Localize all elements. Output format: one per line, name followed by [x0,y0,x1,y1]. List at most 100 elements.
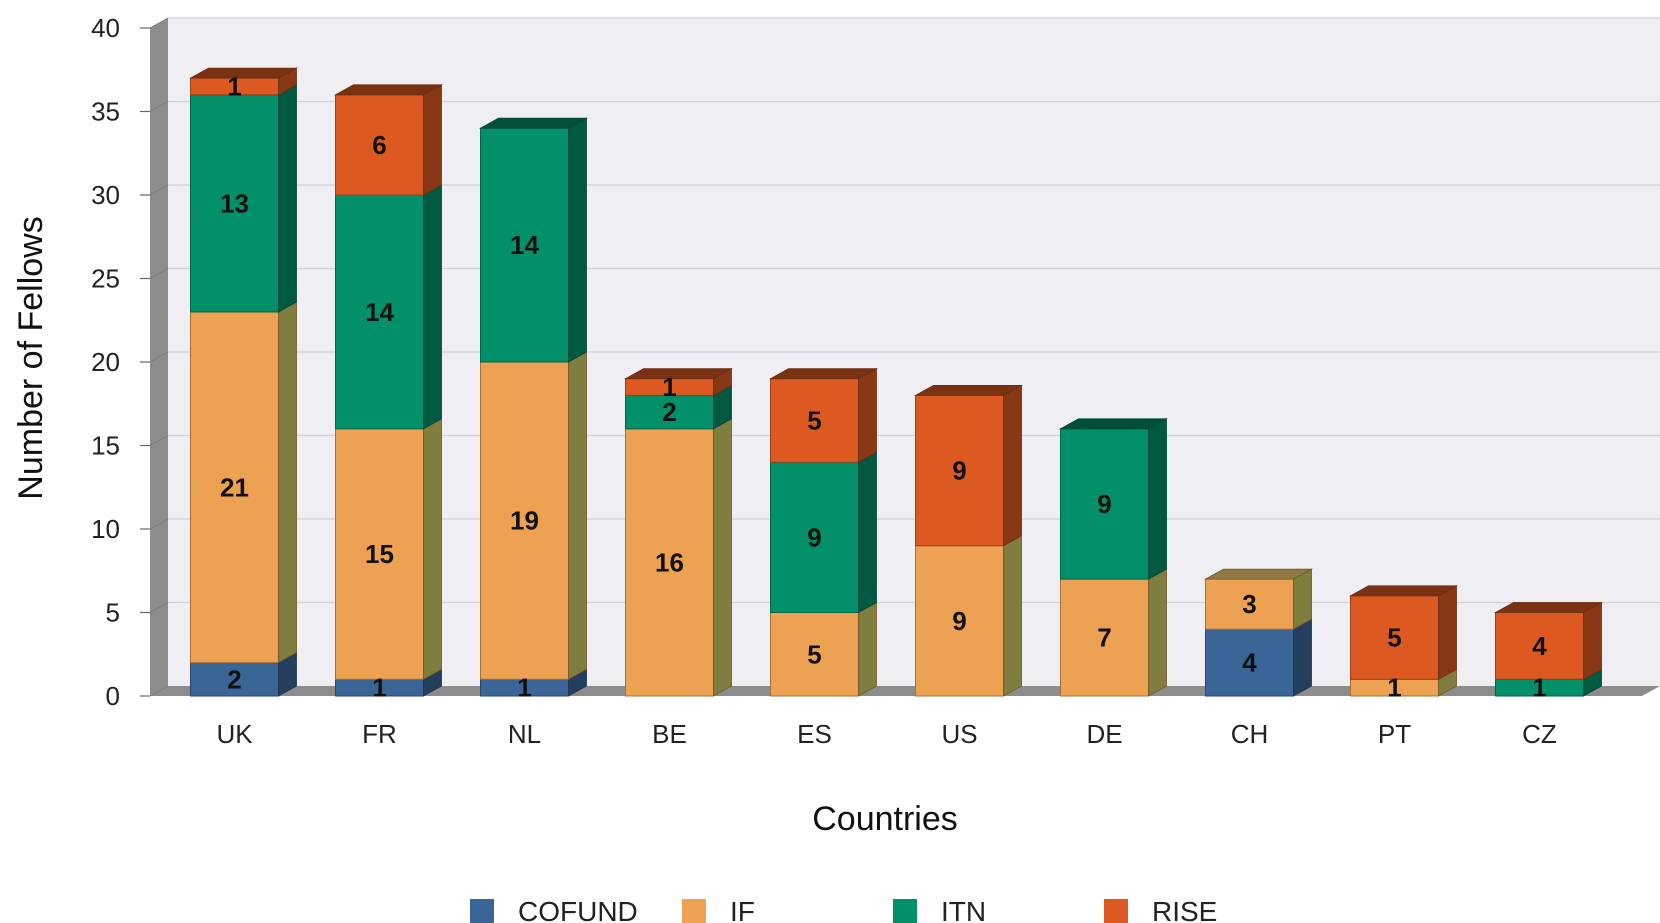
bar-stack-cz [1493,601,1604,697]
x-tick-label-de: DE [1086,719,1122,749]
bar-segment-be-itn [625,394,714,430]
data-label-be-itn: 2 [662,397,676,427]
bar-stack-ch [1203,568,1314,697]
bar-side-fr-itn [423,184,442,430]
y-tick-label: 20 [91,347,120,377]
bar-side-es-itn [858,451,877,614]
bar-segment-es-rise [770,378,859,463]
data-label-nl-itn: 14 [510,230,539,260]
y-tick-label: 10 [91,514,120,544]
bar-side-nl-itn [568,117,587,363]
data-label-de-itn: 9 [1097,489,1111,519]
legend-label-itn: ITN [941,896,986,923]
bar-segment-us-rise [915,394,1004,547]
bar-top-de [1058,418,1169,430]
bar-top-be [623,368,734,380]
wall-gridline [149,685,169,697]
bar-top-cz [1493,602,1604,613]
bar-stack-pt [1348,585,1459,697]
x-tick-label-es: ES [797,719,832,749]
data-label-pt-if: 1 [1387,673,1401,703]
bar-side-fr-if [423,418,442,680]
bar-segment-uk-if [190,311,279,664]
data-label-ch-if: 3 [1242,589,1256,619]
x-tick-label-pt: PT [1378,719,1411,749]
x-axis-title: Countries [812,800,958,838]
bar-side-es-rise [858,368,877,463]
y-tick-label: 5 [106,598,120,628]
data-label-es-itn: 9 [807,522,821,552]
bar-side-ch-if [1293,568,1312,630]
data-label-be-if: 16 [655,547,684,577]
legend-item-cofund: COFUND [470,896,638,923]
data-label-cz-rise: 4 [1532,631,1547,661]
bar-segment-nl-if [480,361,569,680]
legend-item-rise: RISE [1104,896,1217,923]
legend-swatch-if [682,899,706,923]
bar-side-us-if [1003,535,1022,697]
bars [188,67,1604,697]
y-tick-labels: 0 5 10 15 20 25 30 35 40 [91,13,120,711]
x-tick-label-nl: NL [508,719,541,749]
bar-segment-us-if [915,545,1004,697]
wall-gridline [149,351,169,363]
data-label-es-rise: 5 [807,405,821,435]
data-label-uk-rise: 1 [227,71,241,101]
data-label-uk-cofund: 2 [227,664,241,694]
y-tick-label: 35 [91,97,120,127]
bar-segment-uk-itn [190,94,279,313]
x-tick-label-us: US [941,719,977,749]
data-label-fr-rise: 6 [372,130,386,160]
bar-side-cz-rise [1583,601,1602,680]
bar-segment-be-if [625,428,714,697]
bar-segment-fr-if [335,428,424,680]
data-label-ch-cofund: 4 [1242,648,1257,678]
wall-gridline [149,435,169,446]
bar-top-pt [1348,585,1459,597]
data-label-fr-if: 15 [365,539,394,569]
wall-gridline [149,184,169,196]
legend-label-rise: RISE [1152,896,1217,923]
wall-gridline [149,17,169,29]
wall-gridline [149,602,169,613]
data-label-nl-if: 19 [510,506,539,536]
legend: COFUND IF ITN RISE [470,896,1217,923]
bar-top-fr [333,84,444,96]
legend-item-itn: ITN [893,896,986,923]
bar-segment-ch-cofund [1205,628,1294,697]
bar-stack-uk [188,67,299,697]
bar-side-nl-if [568,351,587,680]
bar-segment-de-if [1060,578,1149,697]
bar-top-es [768,368,879,380]
bar-side-us-rise [1003,384,1022,547]
data-label-uk-itn: 13 [220,188,249,218]
y-tick-label: 0 [106,681,120,711]
bar-segment-es-if [770,612,859,697]
bar-top-nl [478,117,589,129]
bar-stack-nl [478,117,589,697]
bar-side-uk-itn [278,84,297,313]
bar-side-es-if [858,601,877,697]
bar-segment-ch-if [1205,578,1294,630]
bar-side-de-if [1148,568,1167,697]
bar-side-uk-if [278,301,297,664]
bar-stack-us [913,384,1024,697]
y-tick-label: 30 [91,180,120,210]
data-label-us-if: 9 [952,606,966,636]
legend-label-if: IF [730,896,755,923]
data-label-fr-cofund: 1 [372,673,386,703]
x-tick-label-fr: FR [362,719,397,749]
bar-top-us [913,384,1024,396]
bar-top-uk [188,67,299,79]
bar-stack-de [1058,418,1169,697]
bar-segment-cz-rise [1495,612,1584,680]
data-label-fr-itn: 14 [365,297,394,327]
wall-gridline [149,518,169,530]
x-tick-label-uk: UK [216,719,253,749]
data-label-us-rise: 9 [952,456,966,486]
data-label-be-rise: 1 [662,372,676,402]
legend-label-cofund: COFUND [518,896,638,923]
